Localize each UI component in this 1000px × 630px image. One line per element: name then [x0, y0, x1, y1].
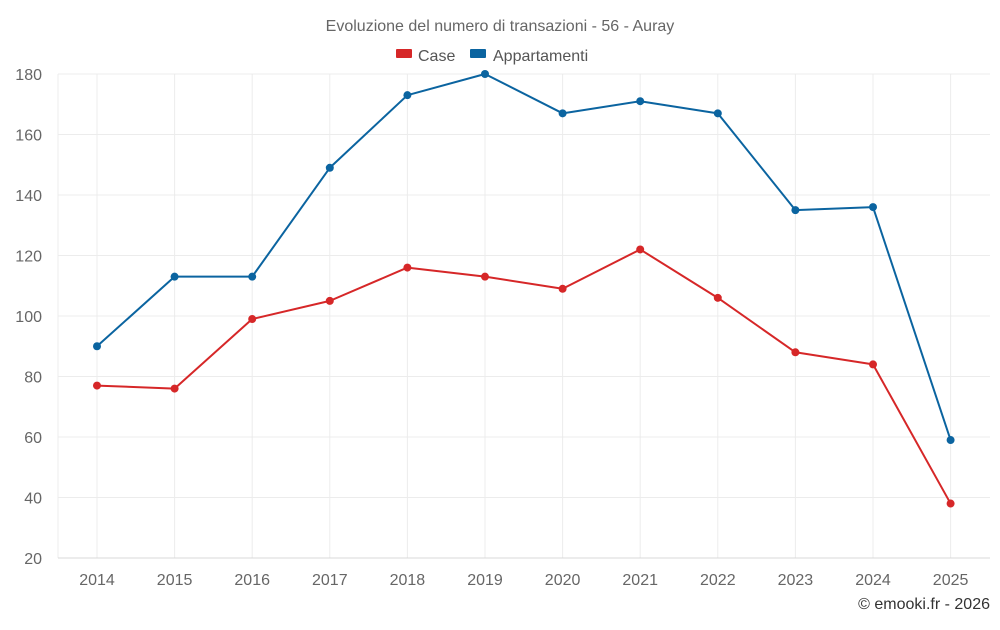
x-tick-label: 2018: [390, 572, 426, 589]
chart-title: Evoluzione del numero di transazioni - 5…: [326, 18, 675, 35]
data-point-appartamenti[interactable]: [481, 70, 489, 78]
data-point-appartamenti[interactable]: [636, 97, 645, 106]
axis-layer: 20 40 60 80 100 120 140 160 180 2014 2015 2016 2017 2…: [15, 67, 990, 589]
data-point-appartamenti[interactable]: [946, 436, 955, 445]
x-tick-label: 2020: [545, 572, 581, 589]
x-tick-label: 2017: [312, 572, 348, 589]
series-line-appartamenti: [96, 73, 952, 442]
legend-item-case[interactable]: Case: [396, 48, 455, 65]
data-point-appartamenti[interactable]: [170, 272, 179, 281]
y-tick-label: 140: [15, 188, 42, 205]
series-line-case: [96, 248, 952, 505]
x-tick-label: 2024: [855, 572, 891, 589]
x-tick-label: 2021: [622, 572, 658, 589]
data-point-case[interactable]: [791, 348, 800, 357]
data-point-appartamenti[interactable]: [713, 109, 722, 118]
data-point-case[interactable]: [558, 284, 567, 293]
y-tick-label: 20: [24, 551, 42, 568]
y-tick-label: 160: [15, 128, 42, 145]
data-point-case[interactable]: [403, 263, 412, 272]
data-point-appartamenti[interactable]: [403, 91, 412, 100]
y-tick-label: 60: [24, 430, 42, 447]
legend: Case Appartamenti: [396, 48, 588, 65]
label-layer: Evoluzione del numero di transazioni - 5…: [326, 18, 990, 613]
x-tick-label: 2016: [234, 572, 270, 589]
data-point-appartamenti[interactable]: [869, 203, 877, 212]
legend-swatch-case: [396, 49, 412, 58]
x-tick-label: 2022: [700, 572, 736, 589]
data-point-appartamenti[interactable]: [93, 342, 101, 351]
data-point-appartamenti[interactable]: [248, 272, 257, 281]
legend-label-appartamenti: Appartamenti: [493, 48, 588, 65]
data-point-case[interactable]: [325, 296, 334, 305]
data-point-appartamenti[interactable]: [791, 206, 800, 215]
data-point-appartamenti[interactable]: [325, 163, 334, 172]
y-tick-label: 180: [15, 67, 42, 84]
x-tick-label: 2015: [157, 572, 193, 589]
data-point-appartamenti[interactable]: [558, 109, 567, 118]
legend-item-appartamenti[interactable]: Appartamenti: [470, 48, 588, 65]
y-tick-label: 40: [24, 491, 42, 508]
data-point-case[interactable]: [946, 499, 955, 508]
series-layer: [93, 70, 955, 508]
x-tick-label: 2019: [467, 572, 503, 589]
data-point-case[interactable]: [636, 245, 645, 254]
data-point-case[interactable]: [93, 381, 101, 390]
data-point-case[interactable]: [170, 384, 179, 393]
data-point-case[interactable]: [713, 293, 722, 302]
chart-credit: © emooki.fr - 2026: [858, 596, 990, 613]
x-tick-label: 2014: [79, 572, 115, 589]
data-point-case[interactable]: [869, 360, 877, 369]
legend-swatch-appartamenti: [470, 49, 486, 58]
x-tick-label: 2023: [778, 572, 814, 589]
y-tick-label: 80: [24, 370, 42, 387]
grid-layer: [58, 73, 990, 559]
data-point-case[interactable]: [248, 315, 257, 324]
x-tick-label: 2025: [933, 572, 969, 589]
data-point-case[interactable]: [481, 272, 489, 281]
y-tick-label: 120: [15, 249, 42, 266]
legend-label-case: Case: [418, 48, 455, 65]
y-tick-label: 100: [15, 309, 42, 326]
